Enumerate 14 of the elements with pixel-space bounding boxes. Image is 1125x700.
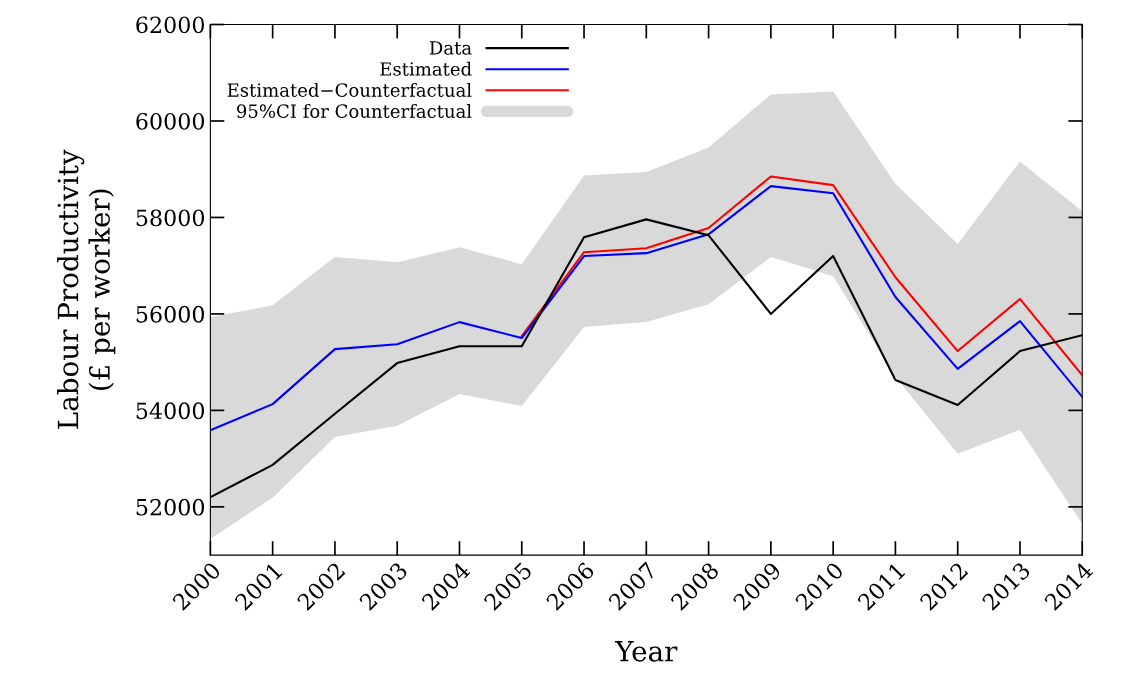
y-tick-label: 54000 — [136, 402, 205, 420]
legend-label: Estimated — [380, 61, 472, 76]
y-tick-label: 62000 — [136, 16, 205, 34]
y-axis-title: Labour Productivity (£ per worker) — [56, 149, 116, 429]
line-series — [210, 185, 1083, 432]
y-tick-label: 60000 — [136, 112, 205, 130]
x-axis-title: Year — [614, 641, 678, 662]
y-tick-label: 52000 — [136, 498, 205, 516]
legend-label: 95%CI for Counterfactual — [237, 104, 472, 118]
legend-label: Data — [429, 41, 472, 55]
y-tick-label: 58000 — [136, 209, 205, 227]
y-tick-label: 56000 — [136, 305, 205, 323]
legend-label: Estimated−Counterfactual — [227, 82, 472, 97]
line-series — [520, 175, 1083, 377]
